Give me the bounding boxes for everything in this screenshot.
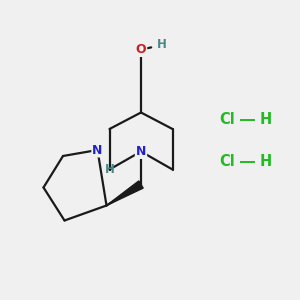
Text: N: N bbox=[136, 145, 146, 158]
Text: H: H bbox=[157, 38, 167, 52]
Text: H: H bbox=[260, 154, 272, 169]
Text: O: O bbox=[136, 43, 146, 56]
Text: Cl: Cl bbox=[219, 154, 235, 169]
Text: H: H bbox=[105, 163, 114, 176]
Text: Cl: Cl bbox=[219, 112, 235, 128]
Polygon shape bbox=[106, 181, 143, 206]
Text: H: H bbox=[260, 112, 272, 128]
Text: N: N bbox=[92, 143, 103, 157]
